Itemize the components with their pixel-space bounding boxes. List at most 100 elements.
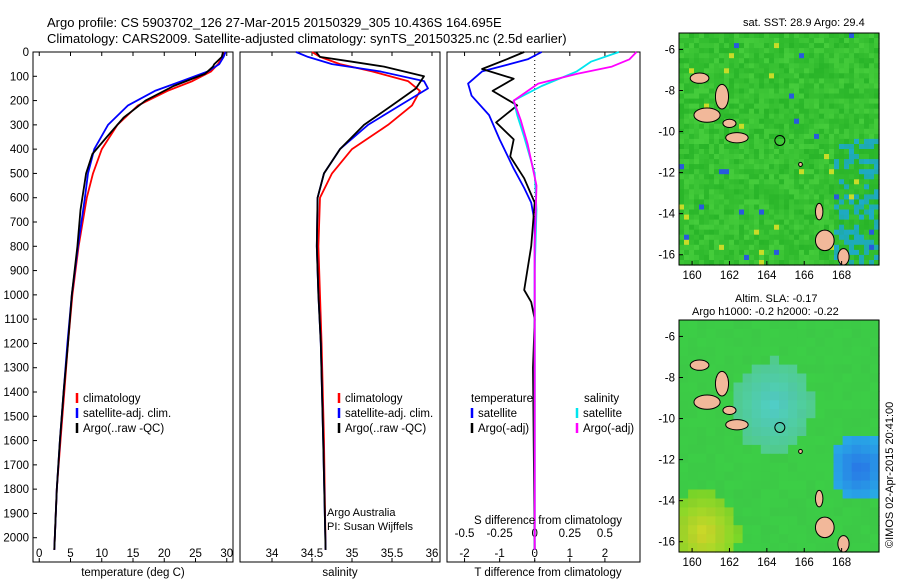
sst-field-cell bbox=[744, 68, 750, 74]
sst-field-cell bbox=[844, 159, 850, 165]
sst-field-cell bbox=[719, 234, 725, 241]
sst-field-cell bbox=[869, 103, 875, 110]
sla-field-cell bbox=[824, 382, 835, 392]
sst-field-cell bbox=[774, 128, 780, 135]
sst-field-cell bbox=[794, 199, 800, 205]
sst-field-cell bbox=[869, 184, 875, 190]
sst-field-cell bbox=[804, 249, 810, 256]
sst-field-cell bbox=[819, 63, 825, 69]
sst-field-cell bbox=[859, 58, 865, 64]
sst-field-cell bbox=[849, 249, 855, 256]
sst-field-cell bbox=[874, 48, 880, 54]
sst-field-cell bbox=[859, 83, 865, 89]
sst-field-cell bbox=[734, 204, 740, 211]
sst-field-cell bbox=[749, 53, 755, 59]
sst-field-cell bbox=[709, 239, 715, 246]
sla-field-cell bbox=[860, 489, 871, 499]
sst-field-cell bbox=[834, 244, 840, 251]
sst-field-cell bbox=[704, 63, 710, 69]
diff-legend-title: temperature bbox=[471, 393, 533, 405]
sst-field-cell bbox=[824, 113, 830, 120]
sst-field-cell bbox=[854, 144, 860, 150]
sst-field-cell bbox=[784, 204, 790, 211]
sst-field-cell bbox=[719, 164, 725, 170]
sst-field-cell bbox=[714, 154, 720, 160]
sla-field-cell bbox=[706, 409, 716, 419]
sst-field-cell bbox=[814, 219, 820, 226]
sst-field-cell bbox=[739, 118, 745, 125]
sst-field-cell bbox=[854, 239, 860, 246]
sst-field-cell bbox=[689, 239, 695, 246]
sla-field-cell bbox=[724, 436, 735, 446]
sst-field-cell bbox=[819, 98, 825, 105]
sst-field-cell bbox=[764, 239, 770, 246]
sst-field-cell bbox=[754, 118, 760, 125]
sla-field-cell bbox=[815, 382, 826, 392]
sla-field-cell bbox=[824, 534, 835, 544]
sla-field-cell bbox=[833, 364, 844, 375]
sla-field-cell bbox=[724, 498, 735, 508]
sst-field-cell bbox=[844, 144, 850, 150]
sst-field-cell bbox=[864, 128, 870, 135]
sla-field-cell bbox=[806, 346, 816, 357]
sla-field-cell bbox=[797, 409, 807, 419]
sst-field-cell bbox=[849, 149, 855, 155]
sst-field-cell bbox=[769, 138, 775, 145]
sst-field-cell bbox=[809, 199, 815, 205]
sst-field-cell bbox=[804, 68, 810, 74]
sst-field-cell bbox=[724, 234, 730, 241]
sla-field-cell bbox=[842, 489, 853, 499]
sla-field-cell bbox=[769, 355, 780, 366]
sst-field-cell bbox=[714, 209, 720, 216]
sst-field-cell bbox=[699, 169, 705, 175]
sst-field-cell bbox=[829, 53, 835, 59]
sst-field-cell bbox=[839, 174, 845, 180]
sst-field-cell bbox=[779, 179, 785, 185]
sla-field-cell bbox=[779, 489, 789, 499]
sst-field-cell bbox=[794, 98, 800, 105]
sst-field-cell bbox=[744, 164, 750, 170]
sst-field-cell bbox=[779, 133, 785, 140]
sst-field-cell bbox=[739, 219, 745, 226]
sst-field-cell bbox=[679, 63, 685, 69]
sla-field-cell bbox=[860, 427, 871, 437]
sst-field-cell bbox=[864, 58, 870, 64]
sst-field-cell bbox=[829, 260, 835, 266]
sst-field-cell bbox=[844, 73, 850, 79]
sst-field-cell bbox=[849, 88, 855, 95]
sst-field-cell bbox=[784, 58, 790, 64]
sst-field-cell bbox=[774, 154, 780, 160]
sst-field-cell bbox=[804, 239, 810, 246]
sst-field-cell bbox=[759, 224, 765, 231]
sla-field-cell bbox=[851, 444, 862, 455]
sst-field-cell bbox=[824, 133, 830, 140]
sst-field-cell bbox=[834, 38, 840, 44]
sst-field-cell bbox=[709, 214, 715, 221]
sla-field-cell bbox=[860, 328, 871, 339]
sst-field-cell bbox=[764, 144, 770, 150]
sst-field-cell bbox=[824, 209, 830, 216]
sla-field-cell bbox=[779, 427, 789, 437]
sla-field-cell bbox=[806, 409, 816, 419]
sst-field-cell bbox=[864, 78, 870, 84]
sst-field-cell bbox=[769, 204, 775, 211]
sst-field-cell bbox=[799, 33, 805, 39]
sst-field-cell bbox=[729, 254, 735, 261]
sst-field-cell bbox=[864, 214, 870, 221]
sst-field-cell bbox=[684, 118, 690, 125]
sst-field-cell bbox=[839, 123, 845, 130]
sst-field-cell bbox=[779, 209, 785, 216]
sst-field-cell bbox=[794, 224, 800, 231]
sst-field-cell bbox=[794, 260, 800, 266]
sst-field-cell bbox=[794, 194, 800, 200]
sst-field-cell bbox=[784, 53, 790, 59]
sst-field-cell bbox=[779, 204, 785, 211]
sla-field-cell bbox=[851, 480, 862, 491]
sst-field-cell bbox=[754, 133, 760, 140]
sst-field-cell bbox=[799, 184, 805, 190]
sla-field-cell bbox=[742, 543, 753, 553]
sst-field-cell bbox=[739, 204, 745, 211]
sst-island bbox=[814, 229, 835, 252]
sst-field-cell bbox=[729, 229, 735, 236]
